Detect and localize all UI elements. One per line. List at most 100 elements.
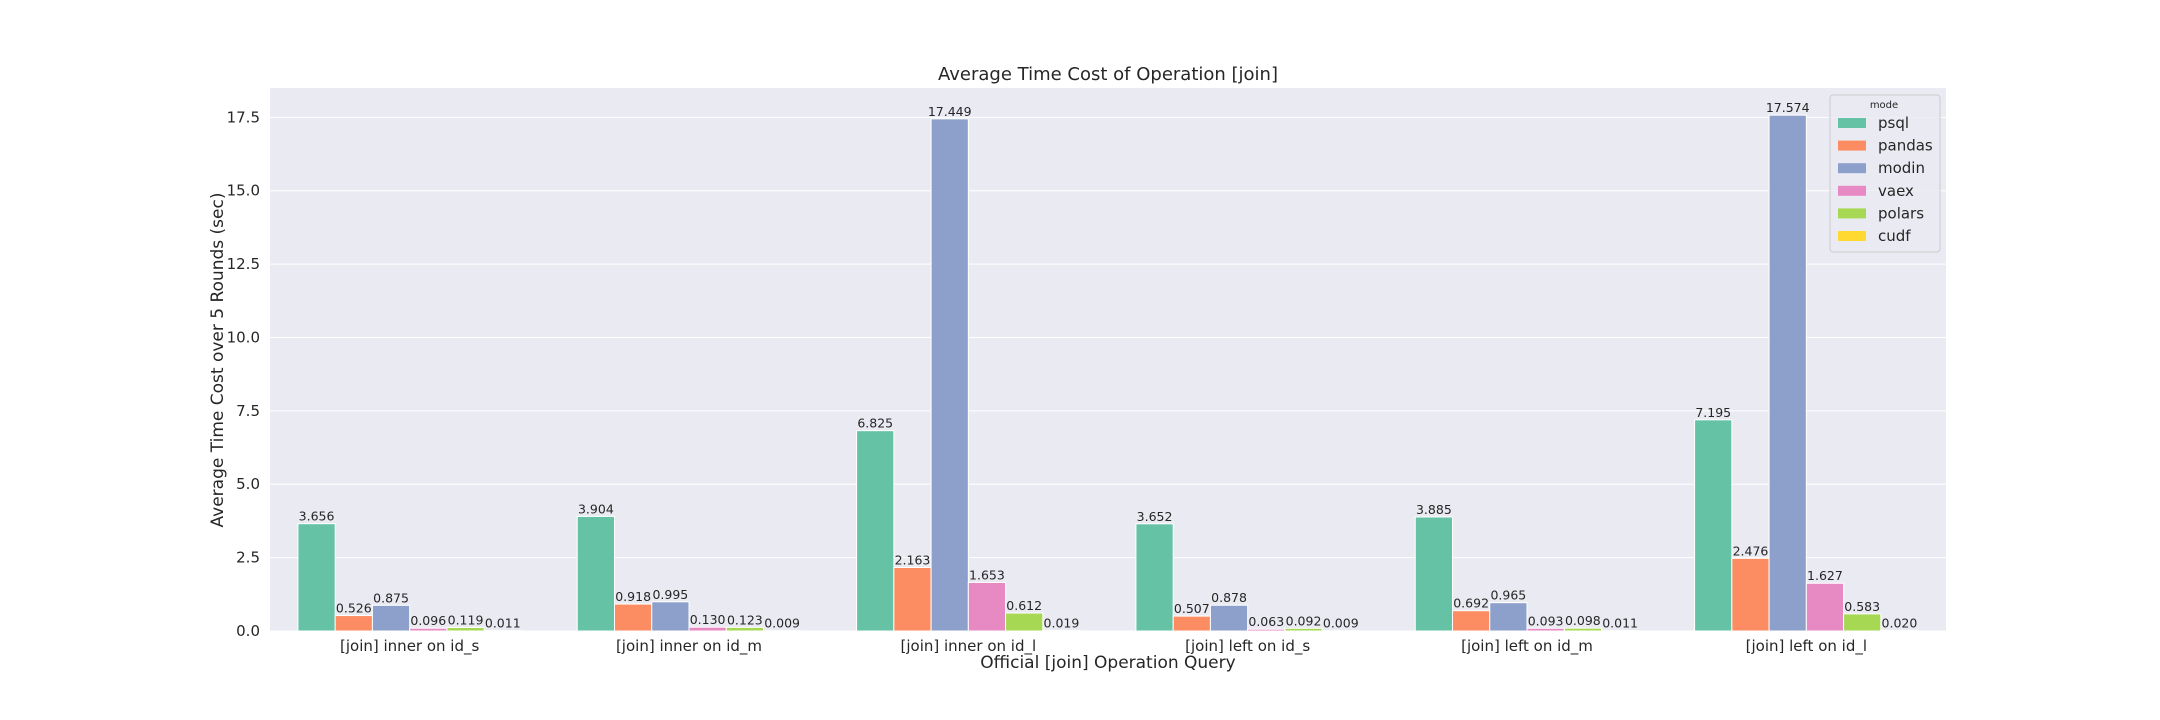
bar-value-label: 0.875	[373, 590, 409, 605]
bar-value-label: 0.130	[690, 612, 726, 627]
y-tick-label: 17.5	[227, 108, 260, 126]
bar-value-label: 1.653	[969, 567, 1005, 582]
bar-psql	[1694, 419, 1733, 632]
legend-swatch	[1838, 231, 1866, 241]
bar-psql	[1135, 523, 1174, 632]
bar-pandas	[893, 567, 932, 632]
bar-pandas	[1731, 557, 1770, 632]
bar-value-label: 0.098	[1565, 613, 1601, 628]
legend-label: vaex	[1878, 182, 1914, 200]
bar-psql	[576, 515, 616, 632]
bar-value-label: 0.009	[1323, 616, 1359, 631]
bar-vaex	[409, 627, 448, 632]
bar-value-label: 17.574	[1766, 100, 1810, 115]
legend-label: modin	[1878, 159, 1925, 177]
x-tick-label: [join] inner on id_s	[340, 637, 479, 656]
bar-modin	[371, 604, 411, 632]
bar-psql	[297, 523, 336, 632]
legend-item-psql: psql	[1838, 114, 1909, 132]
legend-label: psql	[1878, 114, 1909, 132]
legend-swatch	[1838, 208, 1866, 219]
bar-polars	[446, 627, 485, 632]
bar-value-label: 7.195	[1695, 405, 1731, 420]
plot-area	[270, 88, 1946, 631]
legend-swatch	[1838, 163, 1866, 174]
bar-value-label: 0.878	[1211, 590, 1247, 605]
bar-value-label: 0.612	[1006, 598, 1042, 613]
legend: mode psql pandas modin vaex polars cudf	[1829, 94, 1941, 253]
y-tick-label: 0.0	[236, 622, 260, 640]
bar-value-label: 1.627	[1807, 568, 1843, 583]
bar-vaex	[1805, 582, 1845, 632]
bar-value-label: 0.011	[485, 616, 521, 631]
bar-vaex	[967, 581, 1007, 632]
bar-value-label: 0.526	[336, 601, 372, 616]
bar-pandas	[1172, 615, 1211, 632]
bar-value-label: 0.692	[1453, 596, 1489, 611]
legend-label: cudf	[1878, 227, 1911, 245]
x-axis-title: Official [join] Operation Query	[980, 653, 1235, 673]
bar-value-label: 0.507	[1174, 601, 1210, 616]
bar-modin	[651, 601, 690, 632]
bar-value-label: 0.019	[1044, 615, 1080, 630]
legend-label: pandas	[1878, 137, 1933, 155]
legend-label: polars	[1878, 204, 1924, 222]
grid-lines	[270, 116, 1946, 632]
bar-modin	[1489, 602, 1528, 632]
y-tick-label: 10.0	[227, 328, 260, 346]
bar-modin	[1209, 604, 1249, 632]
bar-polars	[1563, 627, 1602, 632]
bar-value-label: 0.918	[615, 589, 651, 604]
bar-value-label: 0.583	[1844, 599, 1880, 614]
bar-value-label: 0.011	[1602, 616, 1638, 631]
y-tick-label: 7.5	[236, 402, 260, 420]
chart-title: Average Time Cost of Operation [join]	[938, 64, 1278, 85]
legend-swatch	[1838, 118, 1866, 128]
bar-value-label: 6.825	[857, 416, 893, 431]
x-tick-label: [join] inner on id_l	[901, 637, 1037, 656]
y-tick-label: 2.5	[236, 549, 260, 567]
bar-cudf	[1880, 629, 1919, 632]
bar-value-label: 0.123	[727, 612, 763, 627]
bar-value-label: 2.163	[895, 553, 931, 568]
bar-vaex	[1247, 628, 1286, 632]
y-tick-label: 15.0	[227, 182, 260, 200]
legend-item-pandas: pandas	[1838, 137, 1933, 155]
y-axis: 0.0 2.5 5.0 7.5 10.0 12.5 15.0 17.5	[227, 108, 260, 640]
y-tick-label: 12.5	[227, 255, 260, 273]
bar-value-label: 3.904	[578, 501, 614, 516]
bar-value-label: 3.652	[1137, 509, 1173, 524]
bar-psql	[856, 430, 895, 632]
x-axis: [join] inner on id_s [join] inner on id_m…	[340, 637, 1867, 656]
bar-value-label: 3.656	[299, 509, 335, 524]
bar-psql	[1414, 516, 1454, 632]
legend-item-cudf: cudf	[1838, 227, 1911, 245]
bar-value-label: 0.063	[1248, 614, 1284, 629]
bar-value-label: 0.965	[1490, 588, 1526, 603]
bar-value-label: 2.476	[1733, 543, 1769, 558]
bar-value-label: 0.092	[1286, 613, 1322, 628]
bar-value-label: 0.096	[410, 613, 446, 628]
y-tick-label: 5.0	[236, 475, 260, 493]
bar-value-label: 17.449	[928, 104, 972, 119]
bar-value-label: 0.119	[448, 613, 484, 628]
bar-polars	[1005, 612, 1044, 632]
bar-value-label: 3.885	[1416, 502, 1452, 517]
bar-pandas	[334, 615, 373, 632]
x-tick-label: [join] left on id_s	[1185, 637, 1310, 656]
legend-title: mode	[1870, 100, 1898, 111]
bar-pandas	[1452, 610, 1491, 632]
legend-item-vaex: vaex	[1838, 182, 1914, 200]
x-tick-label: [join] inner on id_m	[616, 637, 762, 656]
bar-polars	[725, 626, 764, 632]
bars	[297, 114, 1919, 632]
bar-polars	[1843, 613, 1882, 632]
bar-value-label: 0.020	[1882, 615, 1918, 630]
x-tick-label: [join] left on id_l	[1746, 637, 1867, 656]
legend-item-polars: polars	[1838, 204, 1924, 222]
bar-pandas	[614, 603, 653, 632]
bar-value-label: 0.995	[652, 587, 688, 602]
y-axis-title: Average Time Cost over 5 Rounds (sec)	[208, 193, 228, 528]
bar-value-label: 0.009	[764, 616, 800, 631]
